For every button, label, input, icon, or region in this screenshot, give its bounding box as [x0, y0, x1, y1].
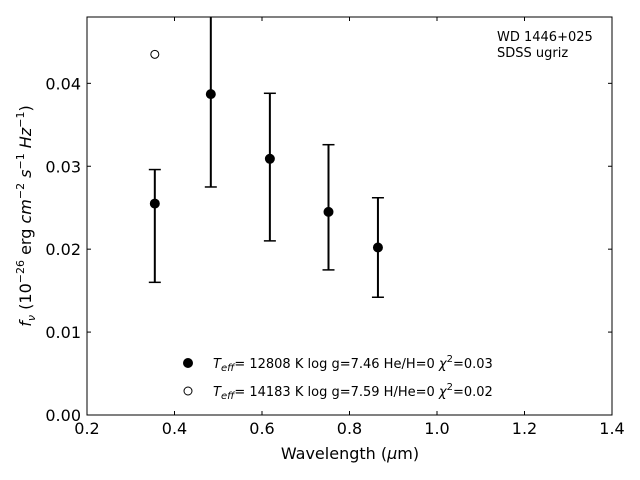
legend-2-sup: 2: [447, 382, 453, 393]
y-tick-label: 0.03: [45, 157, 81, 176]
legend-marker-filled: [183, 358, 193, 368]
y-tick-label: 0.00: [45, 406, 81, 425]
data-point-filled: [264, 153, 275, 164]
y-label-open: (10: [16, 283, 35, 315]
legend-2-T: T: [213, 385, 222, 400]
y-label-nu: ν: [25, 315, 38, 321]
x-tick-label: 1.0: [424, 419, 449, 438]
annotation-line-1: WD 1446+025: [497, 30, 593, 45]
y-label-hz: Hz: [16, 127, 35, 153]
legend-2-rest: = 14183 K log g=7.59 H/He=0: [234, 385, 439, 400]
y-label-s: s: [16, 170, 35, 183]
legend-1-val: =0.03: [453, 357, 493, 372]
y-label-erg: erg: [16, 224, 35, 260]
data-point-filled: [372, 242, 383, 253]
y-label-exp3: −1: [14, 153, 27, 169]
x-axis-label-text: Wavelength (: [281, 444, 387, 463]
legend: Teff= 12808 K log g=7.46 He/H=0 χ2=0.03 …: [183, 354, 493, 402]
legend-marker-open: [183, 386, 193, 396]
y-tick-label: 0.01: [45, 323, 81, 342]
y-tick-label: 0.02: [45, 240, 81, 259]
legend-2-val: =0.02: [453, 385, 493, 400]
x-tick-label: 0.8: [337, 419, 362, 438]
x-axis-label: Wavelength (μm): [281, 444, 419, 463]
plot-frame: [86, 16, 613, 416]
x-tick-label: 0.4: [162, 419, 187, 438]
y-label-close: ): [16, 105, 35, 111]
data-point-open: [150, 49, 160, 59]
y-label-f: f: [16, 319, 35, 327]
data-point-filled: [323, 206, 334, 217]
legend-1-T: T: [213, 357, 222, 372]
legend-entry-1: Teff= 12808 K log g=7.46 He/H=0 χ2=0.03: [213, 354, 493, 374]
x-tick-label: 0.2: [74, 419, 99, 438]
legend-1-rest: = 12808 K log g=7.46 He/H=0: [234, 357, 439, 372]
data-point-filled: [149, 198, 160, 209]
x-axis-label-tail: m): [397, 444, 419, 463]
legend-entry-2: Teff= 14183 K log g=7.59 H/He=0 χ2=0.02: [213, 382, 493, 402]
y-label-exp2: −2: [14, 183, 27, 199]
y-label-cm: cm: [16, 199, 35, 223]
x-tick-label: 1.4: [599, 419, 624, 438]
y-tick-label: 0.04: [45, 74, 81, 93]
legend-1-chi: χ: [438, 357, 448, 372]
y-label-exp1: −26: [14, 260, 27, 283]
annotation-line-2: SDSS ugriz: [497, 46, 568, 61]
axis-ticks: 0.2 0.4 0.6 0.8 1.0 1.2 1.4 0.00 0.01 0.02 0.03 0.0…: [45, 17, 625, 438]
legend-2-sub: eff: [221, 391, 236, 402]
x-tick-label: 1.2: [512, 419, 537, 438]
legend-1-sub: eff: [221, 363, 236, 374]
y-label-exp4: −1: [14, 112, 27, 128]
x-tick-label: 0.6: [249, 419, 274, 438]
data-point-filled: [205, 89, 216, 100]
legend-2-chi: χ: [438, 385, 448, 400]
x-axis-label-symbol: μ: [386, 444, 397, 463]
legend-1-sup: 2: [447, 354, 453, 365]
data-marks: [148, 17, 384, 299]
y-axis-label: fν (10−26 erg cm−2 s−1 Hz−1): [14, 105, 38, 326]
